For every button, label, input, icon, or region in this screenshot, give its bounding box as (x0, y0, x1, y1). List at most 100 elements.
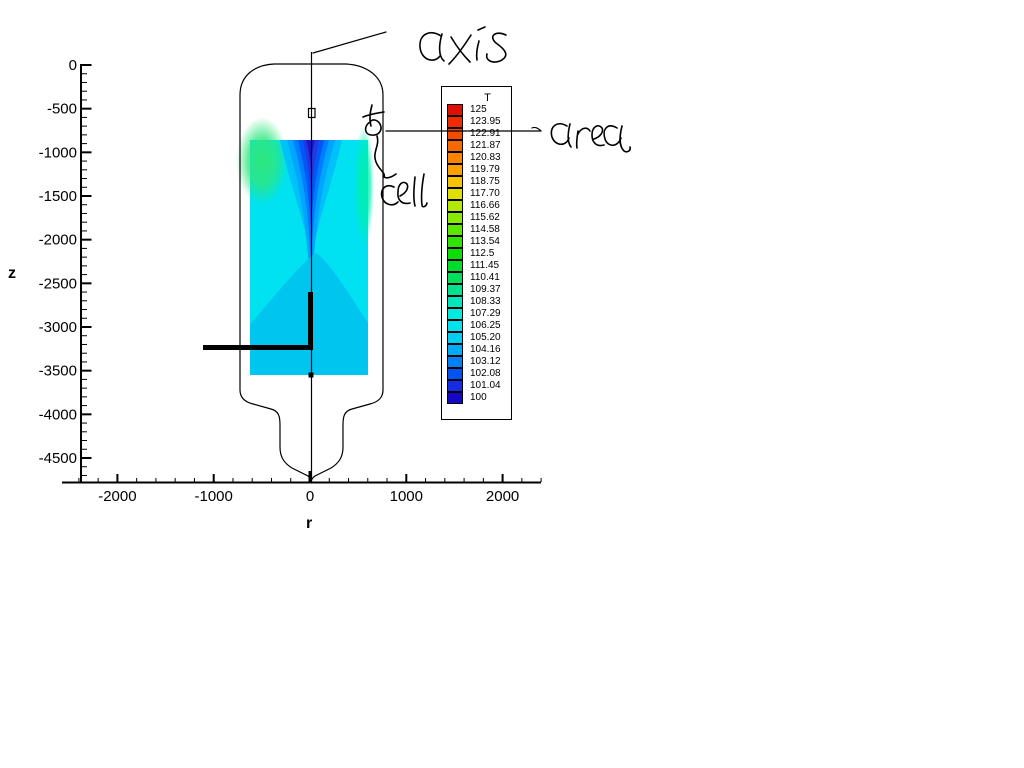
warm-green-patch-left (236, 117, 288, 205)
legend-color-swatch (447, 247, 463, 260)
legend-color-swatch (447, 199, 463, 212)
legend-value-label: 106.25 (470, 320, 501, 331)
legend-value-label: 117.70 (470, 188, 500, 199)
temperature-contour-region (236, 117, 374, 375)
legend-row: 107.29 (447, 307, 501, 320)
tick-label: -2500 (39, 275, 77, 292)
axis-pointer-line (312, 31, 387, 54)
tick-label: -1500 (39, 188, 77, 205)
warm-green-patch-right (354, 126, 374, 246)
tick-label: -1000 (39, 144, 77, 161)
legend-color-swatch (447, 331, 463, 344)
legend-row: 113.54 (447, 235, 501, 248)
legend-color-swatch (447, 355, 463, 368)
legend-value-label: 105.20 (470, 332, 501, 343)
legend-row: 123.95 (447, 115, 501, 128)
legend-value-label: 115.62 (470, 212, 500, 223)
legend-color-swatch (447, 175, 463, 188)
legend-value-label: 112.5 (470, 248, 495, 259)
legend-row: 110.41 (447, 271, 501, 284)
legend-color-swatch (447, 103, 463, 116)
legend-value-label: 116.66 (470, 200, 500, 211)
legend-row: 118.75 (447, 175, 501, 188)
tick-label: -2000 (98, 488, 136, 505)
cell-marker (307, 107, 316, 119)
legend-value-label: 102.08 (470, 368, 501, 379)
legend-row: 115.62 (447, 211, 501, 224)
tick-label: -3500 (39, 363, 77, 380)
legend-value-label: 103.12 (470, 356, 501, 367)
legend-color-swatch (447, 211, 463, 224)
axes: 0 -500 -1000 -1500 -2000 -2500 -3000 -3500 -4000… (8, 57, 542, 532)
legend-value-label: 101.04 (470, 380, 501, 391)
legend-value-label: 107.29 (470, 308, 501, 319)
legend-color-swatch (447, 367, 463, 380)
tick-label: -500 (47, 101, 77, 118)
area-marker-scribble (362, 104, 397, 179)
x-axis-title: r (306, 515, 312, 532)
legend-color-swatch (447, 163, 463, 176)
area-annotation-handwriting (550, 122, 631, 153)
legend-value-label: 110.41 (470, 272, 500, 283)
y-axis-ticks (81, 64, 92, 476)
legend-value-label: 104.16 (470, 344, 501, 355)
legend-row: 106.25 (447, 319, 501, 332)
probe-line (203, 292, 313, 350)
legend-title: T (484, 92, 491, 104)
legend-value-label: 118.75 (470, 176, 500, 187)
legend-row: 111.45 (447, 259, 501, 272)
legend-row: 105.20 (447, 331, 501, 344)
cell-annotation-handwriting (380, 173, 428, 208)
legend-color-swatch (447, 223, 463, 236)
tick-label: -1000 (195, 488, 233, 505)
legend-color-swatch (447, 115, 463, 128)
tick-label: 0 (69, 57, 77, 74)
legend-row: 117.70 (447, 187, 501, 200)
legend-value-label: 100 (470, 392, 487, 403)
legend-color-swatch (447, 259, 463, 272)
legend-value-label: 114.58 (470, 224, 500, 235)
legend-color-swatch (447, 295, 463, 308)
node-marker (308, 372, 314, 378)
legend-row: 121.87 (447, 139, 501, 152)
area-pointer-line (385, 126, 542, 132)
legend-color-swatch (447, 391, 463, 404)
legend-color-swatch (447, 139, 463, 152)
legend-color-swatch (447, 319, 463, 332)
tick-label: -4000 (39, 406, 77, 423)
legend-row: 114.58 (447, 223, 501, 236)
legend-value-label: 109.37 (470, 284, 501, 295)
legend-color-swatch (447, 187, 463, 200)
legend-color-swatch (447, 379, 463, 392)
legend-row: 120.83 (447, 151, 501, 164)
legend-row: 125 (447, 103, 501, 116)
legend-value-label: 123.95 (470, 116, 501, 127)
legend-color-swatch (447, 343, 463, 356)
legend-value-label: 108.33 (470, 296, 501, 307)
legend-value-label: 122.91 (470, 128, 501, 139)
tick-label: -2000 (39, 232, 77, 249)
legend-row: 109.37 (447, 283, 501, 296)
legend-color-swatch (447, 283, 463, 296)
legend-row: 116.66 (447, 199, 501, 212)
temperature-legend: T 125 123.95 122.91 121.87 120.83 119.79 118.7… (441, 86, 512, 420)
x-axis-ticks (78, 474, 542, 482)
legend-color-swatch (447, 307, 463, 320)
tick-label: -4500 (39, 450, 77, 467)
legend-value-label: 113.54 (470, 236, 500, 247)
y-axis-title: z (8, 265, 16, 282)
tick-label: 0 (306, 488, 314, 505)
legend-color-swatch (447, 271, 463, 284)
tick-label: -3000 (39, 319, 77, 336)
legend-value-label: 125 (470, 104, 487, 115)
legend-value-label: 120.83 (470, 152, 501, 163)
x-axis-tick-labels: -2000 -1000 0 1000 2000 (98, 488, 519, 505)
tick-label: 1000 (390, 488, 423, 505)
legend-value-label: 119.79 (470, 164, 500, 175)
legend-row: 103.12 (447, 355, 501, 368)
legend-color-bar: 125 123.95 122.91 121.87 120.83 119.79 118.75 1… (447, 103, 501, 404)
tick-label: 2000 (486, 488, 519, 505)
legend-row: 108.33 (447, 295, 501, 308)
